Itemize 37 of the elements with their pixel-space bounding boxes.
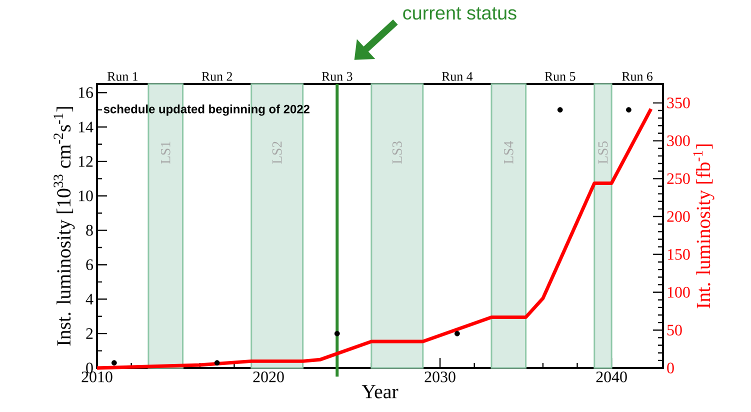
y-tick-label: 6 <box>86 259 94 270</box>
y2-tick-label: 350 <box>667 98 690 108</box>
band-label: LS1 <box>160 142 170 164</box>
x-tick-label: 2020 <box>253 372 284 382</box>
y-tick-label: 12 <box>78 156 93 167</box>
y-tick-label: 4 <box>86 294 94 304</box>
y-tick-label: 16 <box>78 87 94 98</box>
x-tick-label: 2040 <box>596 372 627 382</box>
y-tick-label: 8 <box>86 224 93 236</box>
x-tick-label: 2010 <box>82 372 112 382</box>
y2-tick-label: 0 <box>667 362 674 374</box>
band-label: LS4 <box>504 141 514 164</box>
y2-tick-label: 200 <box>667 211 690 222</box>
text: Run 5 <box>544 72 576 81</box>
text: Run 3 <box>322 72 352 81</box>
y-tick-label: 2 <box>86 328 93 339</box>
y2-tick-label: 150 <box>668 249 690 260</box>
x-axis-title: Year <box>362 385 398 398</box>
y2-axis-title: Int. luminosity [fb$^{-1}$] <box>693 144 714 308</box>
y-axis-title: Inst. luminosity [10$^{33}$ cm$^{-2}$s$^{-1}$] <box>54 107 75 346</box>
y-tick-label: 14 <box>78 122 94 132</box>
y-tick-label: 10 <box>78 190 93 202</box>
text: Run 1 <box>107 72 138 81</box>
band-label: LS2 <box>272 142 282 164</box>
y2-tick-label: 300 <box>667 135 690 146</box>
y2-tick-label: 50 <box>667 324 682 336</box>
band-label: LS3 <box>392 141 402 164</box>
text: Run 4 <box>442 72 473 81</box>
text: Run 6 <box>622 72 653 81</box>
x-tick-label: 2030 <box>424 372 456 382</box>
y2-tick-label: 250 <box>667 173 690 184</box>
y2-tick-label: 100 <box>668 286 690 298</box>
y-tick-label: 0 <box>86 362 93 374</box>
ref-line-label: current status <box>403 7 516 20</box>
band-label: LS5 <box>598 141 608 164</box>
annotation: schedule updated beginning of 2022 <box>104 104 310 116</box>
text: Run 2 <box>202 72 232 81</box>
